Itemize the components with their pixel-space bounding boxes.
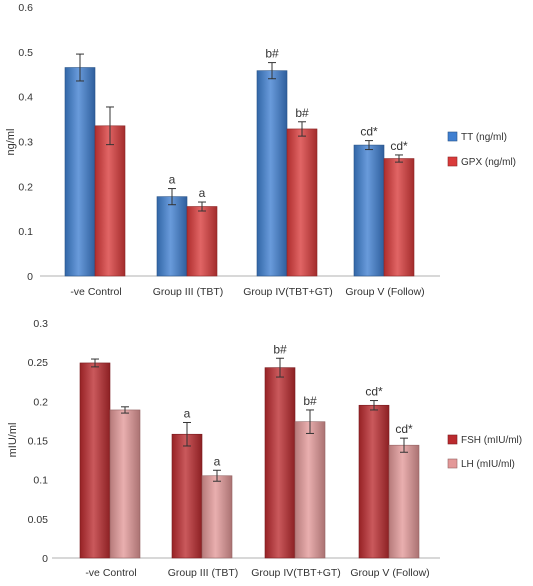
y-axis-label: ng/ml: [5, 129, 17, 156]
significance-label: cd*: [360, 125, 378, 139]
category-label: -ve Control: [70, 286, 121, 298]
category-label: Group III (TBT): [153, 286, 224, 298]
category-label: -ve Control: [85, 567, 136, 579]
bar: [94, 125, 126, 277]
legend-swatch: [447, 434, 458, 445]
bar: [109, 409, 141, 559]
y-tick-label: 0.5: [18, 47, 33, 59]
bar: [353, 144, 385, 277]
y-tick-label: 0.15: [28, 436, 49, 448]
legend-label: GPX (ng/ml): [461, 157, 516, 168]
category-label: Group III (TBT): [168, 567, 239, 579]
bar: [294, 421, 326, 559]
legend-label: TT (ng/ml): [461, 132, 507, 143]
significance-label: cd*: [390, 139, 408, 153]
legend-swatch: [447, 156, 458, 167]
category-label: Group V (Follow): [350, 567, 429, 579]
significance-label: b#: [273, 342, 287, 356]
significance-label: a: [184, 406, 191, 420]
bar: [156, 196, 188, 277]
legend: TT (ng/ml) GPX (ng/ml): [447, 131, 516, 168]
significance-labels: a b# cd* a b# cd*: [184, 342, 413, 468]
legend: FSH (mIU/ml) LH (mIU/ml): [447, 434, 522, 470]
y-tick-label: 0.4: [18, 92, 33, 104]
bar: [388, 444, 420, 559]
significance-label: b#: [303, 394, 317, 408]
y-tick-label: 0.05: [28, 514, 49, 526]
bar: [171, 433, 203, 559]
significance-label: b#: [295, 106, 309, 120]
y-axis-label: mIU/ml: [7, 423, 19, 458]
chart-tt-gpx: ng/ml 0 0.1 0.2 0.3 0.4 0.5 0.6 a b# cd* a b# cd* -…: [5, 2, 516, 298]
legend-label: LH (mIU/ml): [461, 459, 515, 470]
bar: [358, 404, 390, 559]
significance-label: b#: [265, 47, 279, 61]
y-tick-label: 0: [42, 553, 48, 565]
y-tick-label: 0.3: [18, 137, 33, 149]
y-tick-labels: 0 0.05 0.1 0.15 0.2 0.25 0.3: [28, 318, 49, 565]
bar: [64, 67, 96, 277]
legend-label: FSH (mIU/ml): [461, 435, 522, 446]
bar: [264, 367, 296, 559]
y-tick-label: 0.25: [28, 357, 49, 369]
significance-label: a: [214, 454, 221, 468]
y-tick-labels: 0 0.1 0.2 0.3 0.4 0.5 0.6: [18, 2, 33, 283]
bar: [286, 128, 318, 277]
legend-swatch: [447, 131, 458, 142]
bar: [186, 206, 218, 277]
significance-label: cd*: [365, 385, 383, 399]
category-label: Group IV(TBT+GT): [251, 567, 341, 579]
error-bars: [91, 357, 408, 482]
y-tick-label: 0.3: [33, 318, 48, 330]
significance-labels: a b# cd* a b# cd*: [169, 47, 408, 200]
category-label: Group V (Follow): [345, 286, 424, 298]
category-labels: -ve Control Group III (TBT) Group IV(TBT+G…: [70, 286, 424, 298]
y-tick-label: 0.6: [18, 2, 33, 14]
y-tick-label: 0.1: [18, 226, 33, 238]
category-label: Group IV(TBT+GT): [243, 286, 333, 298]
bar: [256, 70, 288, 277]
y-tick-label: 0.1: [33, 475, 48, 487]
category-labels: -ve Control Group III (TBT) Group IV(TBT+G…: [85, 567, 429, 579]
significance-label: a: [169, 173, 176, 187]
y-tick-label: 0.2: [33, 396, 48, 408]
bar: [383, 158, 415, 277]
bars: [79, 362, 420, 559]
y-tick-label: 0.2: [18, 181, 33, 193]
bars: [64, 67, 415, 277]
significance-label: a: [199, 186, 206, 200]
error-bars: [76, 53, 403, 212]
y-tick-label: 0: [27, 271, 33, 283]
legend-swatch: [447, 458, 458, 469]
bar: [79, 362, 111, 559]
significance-label: cd*: [395, 422, 413, 436]
bar: [201, 475, 233, 559]
chart-fsh-lh: mIU/ml 0 0.05 0.1 0.15 0.2 0.25 0.3 a b# cd* a b# c…: [7, 318, 522, 579]
